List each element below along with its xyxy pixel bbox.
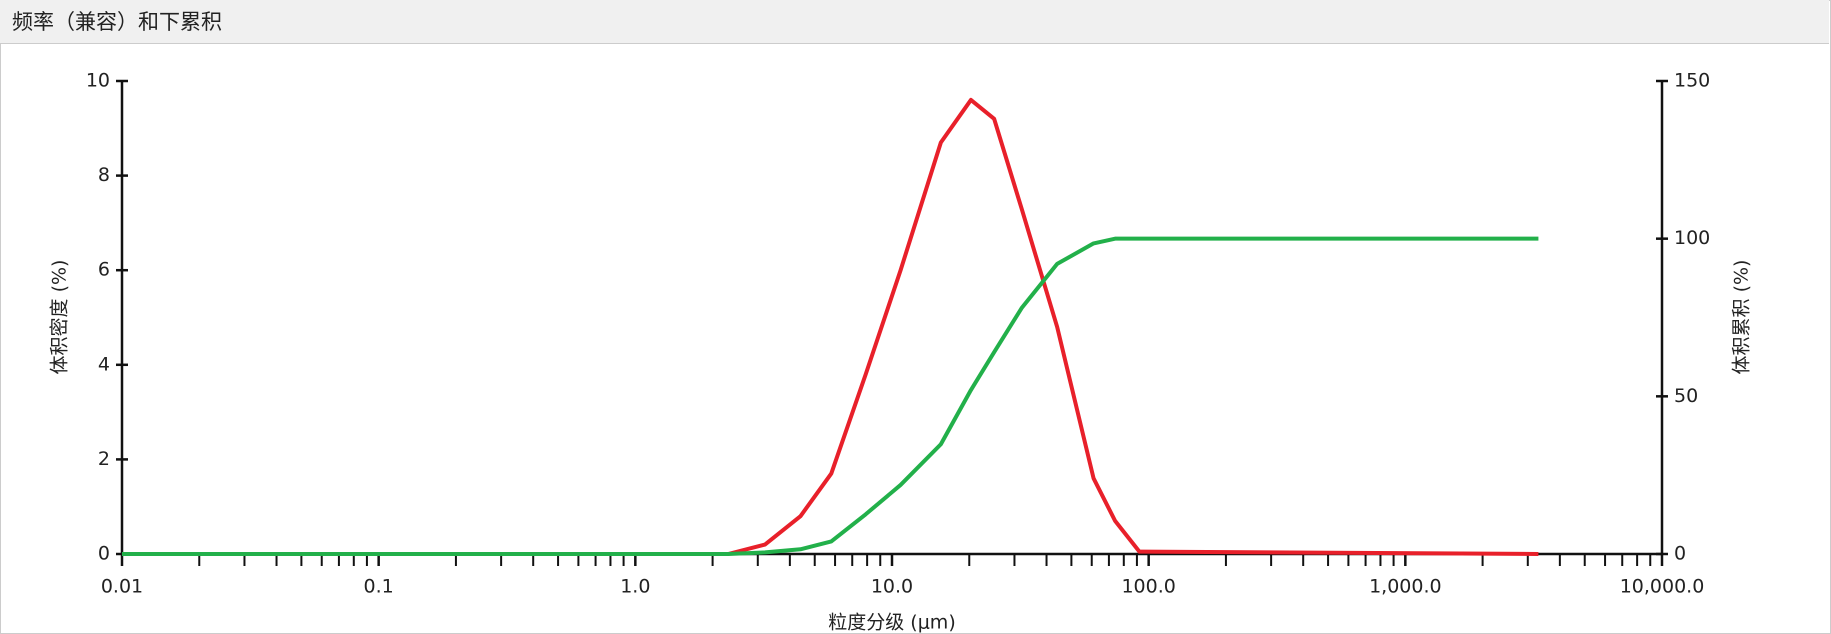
y-tick-label: 10 — [86, 70, 110, 92]
panel-title: 频率（兼容）和下累积 — [0, 0, 1829, 44]
y2-tick-label: 0 — [1674, 543, 1686, 565]
y2-tick-label: 150 — [1674, 70, 1710, 92]
y-tick-label: 4 — [98, 353, 110, 375]
y-tick-label: 6 — [98, 259, 110, 281]
x-tick-label: 0.01 — [101, 576, 143, 598]
y-tick-label: 2 — [98, 448, 110, 470]
y2-axis-label: 体积累积 (%) — [1731, 260, 1753, 375]
y-tick-label: 8 — [98, 164, 110, 186]
x-axis-label: 粒度分级 (μm) — [828, 612, 955, 634]
data-line — [122, 97, 1539, 556]
y2-tick-label: 100 — [1674, 227, 1710, 249]
x-tick-label: 100.0 — [1121, 576, 1175, 598]
x-tick-label: 10.0 — [871, 576, 913, 598]
y-axis-label: 体积密度 (%) — [49, 260, 71, 375]
x-tick-label: 0.1 — [364, 576, 394, 598]
y2-tick-label: 50 — [1674, 385, 1698, 407]
x-tick-label: 1.0 — [620, 576, 650, 598]
x-tick-label: 1,000.0 — [1369, 576, 1442, 598]
x-tick-label: 10,000.0 — [1620, 576, 1705, 598]
y-tick-label: 0 — [98, 543, 110, 565]
data-line — [122, 236, 1539, 556]
